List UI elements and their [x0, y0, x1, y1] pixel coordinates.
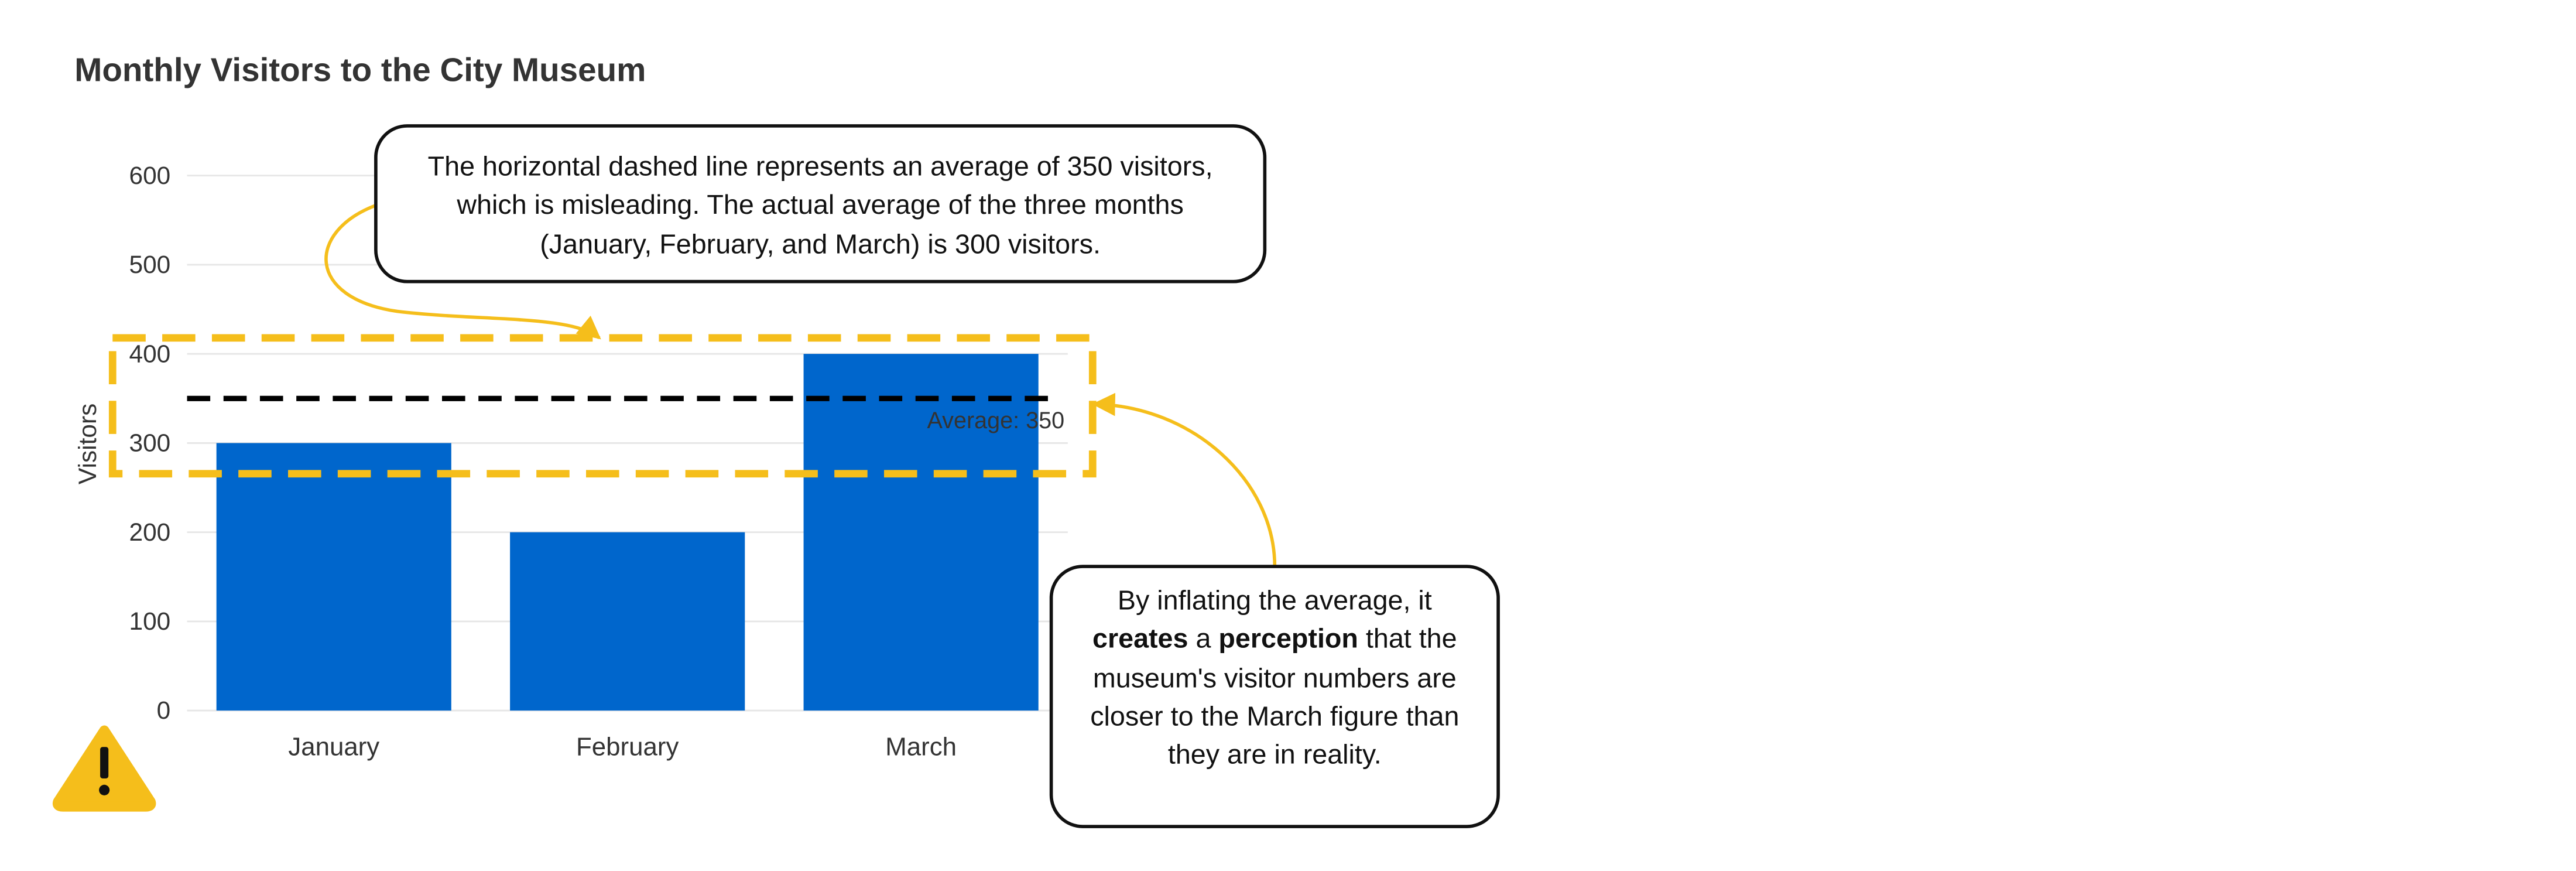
- bar-march: [803, 354, 1039, 711]
- y-tick-label: 600: [129, 162, 170, 189]
- callout-text-part: By inflating the average, it: [1117, 586, 1432, 616]
- y-tick-label: 300: [129, 429, 170, 457]
- y-tick-label: 0: [157, 696, 171, 724]
- y-tick-label: 500: [129, 251, 170, 278]
- x-tick-label: March: [885, 732, 957, 761]
- callout-average-explanation: The horizontal dashed line represents an…: [374, 124, 1267, 283]
- bar-february: [510, 532, 745, 711]
- x-tick-label: January: [288, 732, 379, 761]
- y-tick-label: 400: [129, 340, 170, 367]
- callout-connector-right: [1092, 392, 1277, 567]
- callout-emphasis-perception: perception: [1218, 624, 1358, 655]
- y-tick-label: 100: [129, 607, 170, 635]
- y-axis-label: Visitors: [74, 404, 101, 484]
- callout-emphasis-creates: creates: [1092, 624, 1188, 655]
- x-tick-label: February: [576, 732, 679, 761]
- callout-perception-note: By inflating the average, it creates a p…: [1049, 565, 1500, 828]
- warning-triangle-icon: [52, 725, 156, 812]
- y-tick-label: 200: [129, 518, 170, 546]
- callout-connector-top: [324, 203, 601, 340]
- average-line-label: Average: 350: [927, 408, 1064, 433]
- bar-january: [216, 443, 451, 711]
- callout-text-part: a: [1188, 624, 1219, 655]
- callout-text-part: that the museum's visitor numbers are cl…: [1090, 624, 1460, 771]
- chart-title: Monthly Visitors to the City Museum: [74, 53, 646, 90]
